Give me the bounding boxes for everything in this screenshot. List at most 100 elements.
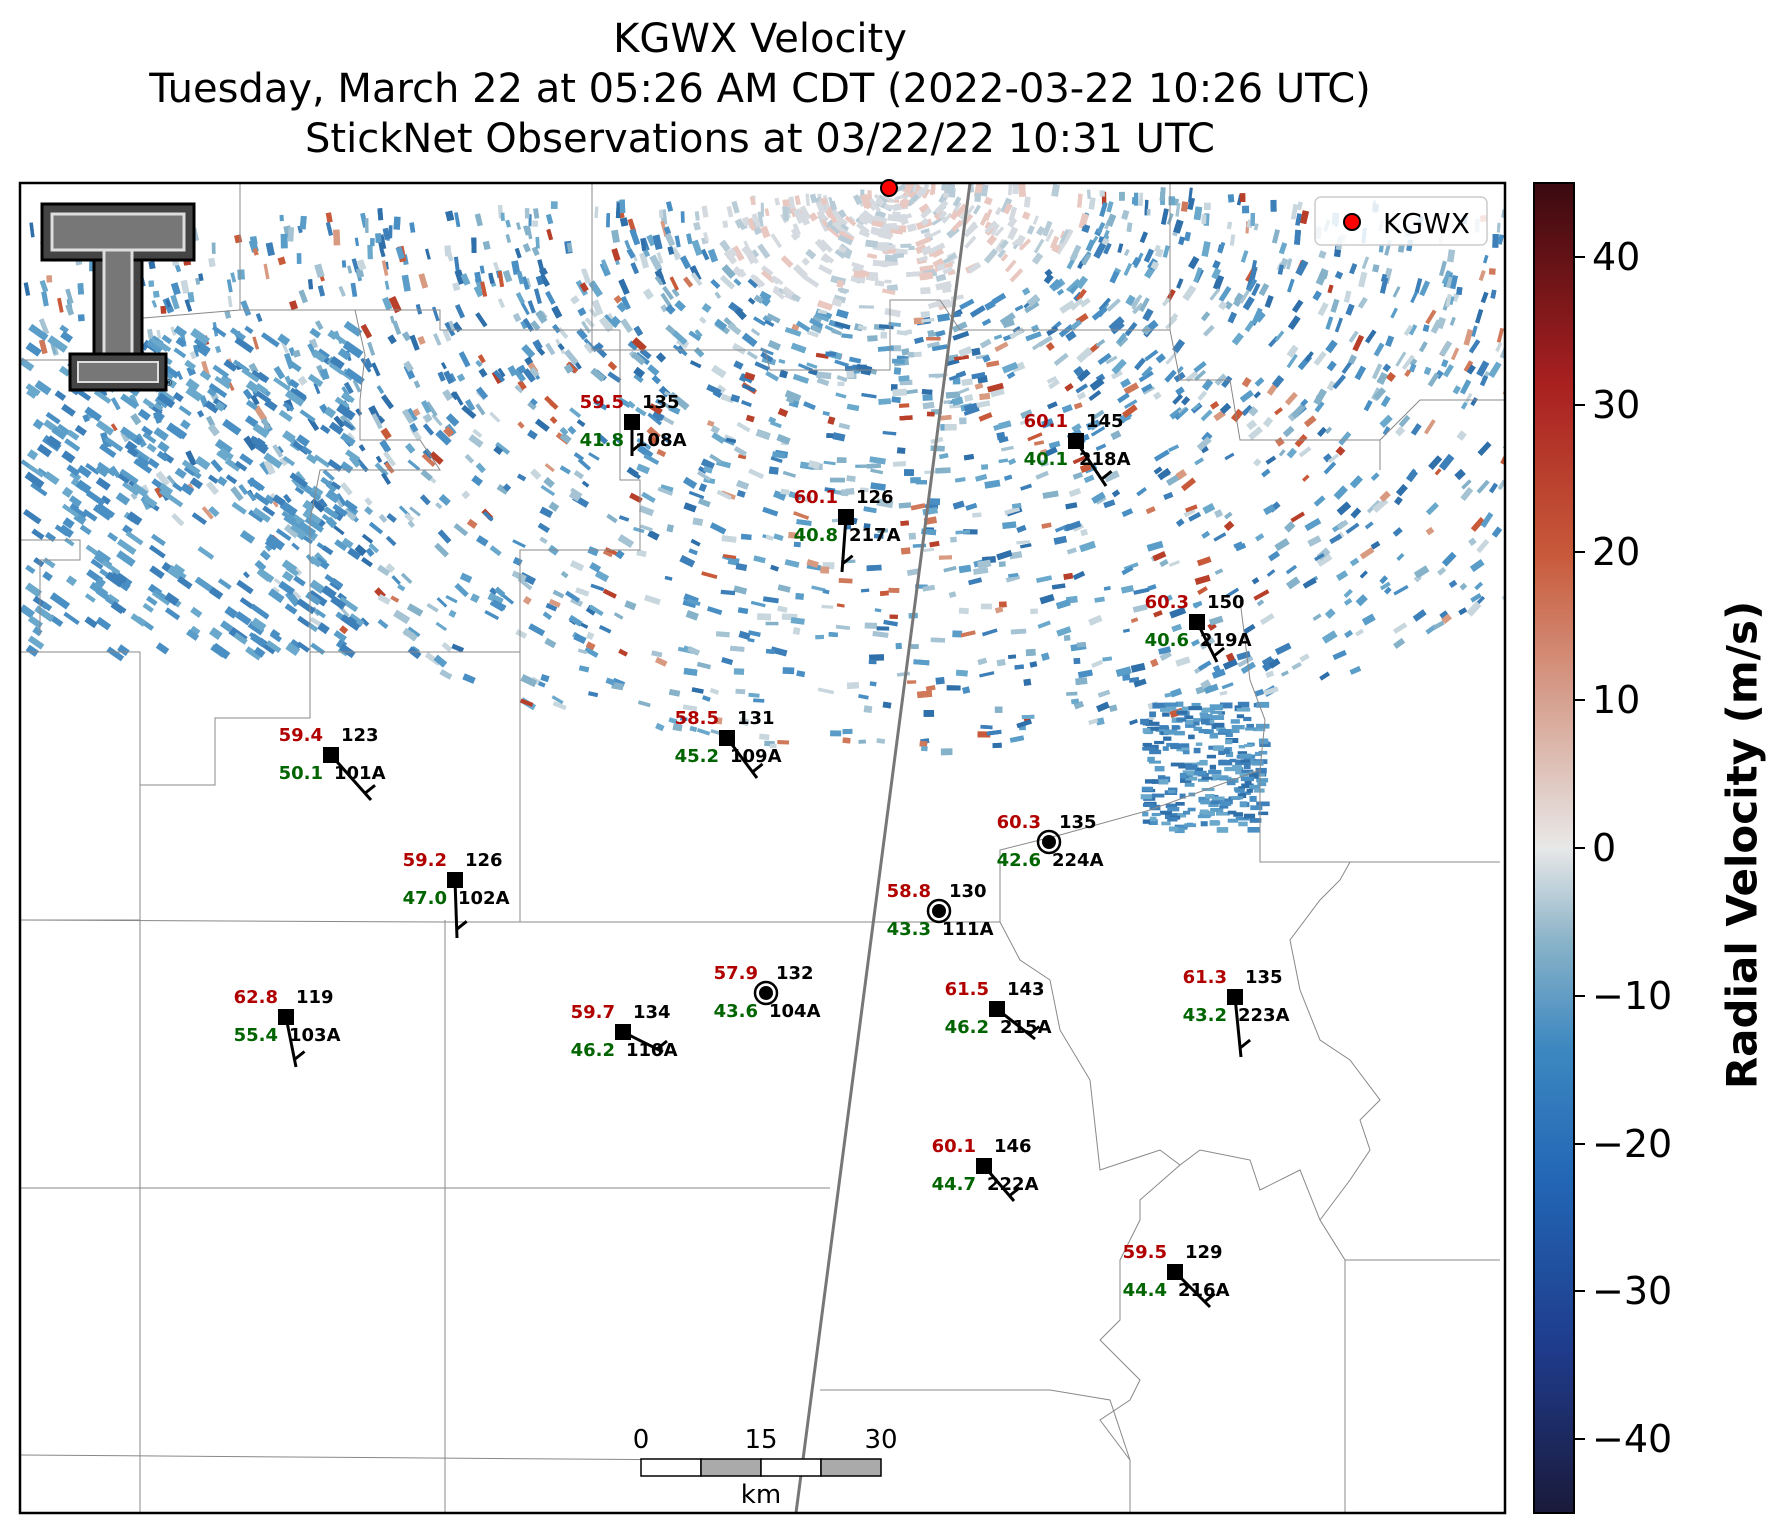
station-pressure: 119	[296, 987, 334, 1008]
station-id: 109A	[730, 746, 782, 767]
station-temperature: 57.9	[714, 963, 758, 984]
chart-subtitle-obs: StickNet Observations at 03/22/22 10:31 …	[305, 116, 1215, 162]
colorbar-tick-mark	[1575, 1438, 1585, 1441]
station-id: 218A	[1079, 449, 1131, 470]
station-marker-icon	[1227, 989, 1243, 1005]
colorbar-tick-label: −10	[1592, 973, 1673, 1018]
station-marker-icon	[1189, 614, 1205, 630]
station-pressure: 134	[633, 1002, 671, 1023]
station-temperature: 59.5	[1123, 1242, 1167, 1263]
station-plot: 59.4 123 50.1 101A	[279, 725, 386, 801]
station-temperature: 59.7	[571, 1002, 615, 1023]
wind-barb-flag-icon	[1239, 1038, 1252, 1050]
station-marker-icon	[1167, 1264, 1183, 1280]
station-marker-icon	[278, 1009, 294, 1025]
wind-barb-flag-icon	[1203, 1292, 1216, 1303]
colorbar-tick-mark	[1575, 847, 1585, 849]
station-id: 102A	[458, 888, 510, 909]
station-plot: 60.1 145 40.1 218A	[1024, 411, 1131, 487]
colorbar-label: Radial Velocity (m/s)	[1717, 600, 1767, 1090]
wind-barb-flag-icon	[293, 1050, 306, 1061]
station-plot: 58.8 130 43.3 111A	[887, 881, 994, 940]
station-dewpoint: 43.2	[1183, 1005, 1227, 1026]
colorbar-tick-label: −40	[1592, 1417, 1673, 1462]
scale-bar: 0 15 30 km	[633, 1425, 898, 1510]
station-dewpoint: 40.1	[1024, 449, 1068, 470]
station-marker-icon	[989, 1001, 1005, 1017]
station-dewpoint: 40.6	[1145, 630, 1189, 651]
colorbar-tick-mark	[1575, 255, 1585, 258]
station-pressure: 129	[1185, 1242, 1223, 1263]
wind-barb-flag-icon	[1028, 1025, 1041, 1036]
colorbar-tick-mark	[1575, 1142, 1585, 1145]
scale-tick-label: 15	[744, 1425, 777, 1455]
calm-wind-icon	[753, 980, 779, 1006]
colorbar-tick-label: 20	[1592, 530, 1641, 575]
station-temperature: 62.8	[234, 987, 278, 1008]
station-plot: 59.5 129 44.4 216A	[1123, 1242, 1230, 1309]
station-pressure: 126	[465, 850, 503, 871]
scale-unit-label: km	[741, 1480, 781, 1510]
station-id: 110A	[626, 1040, 678, 1061]
station-id: 108A	[635, 430, 687, 451]
station-id: 216A	[1178, 1280, 1230, 1301]
station-pressure: 145	[1086, 411, 1124, 432]
wind-barb-flag-icon	[751, 762, 764, 774]
station-dewpoint: 43.6	[714, 1001, 758, 1022]
colorbar	[1533, 182, 1575, 1514]
station-dewpoint: 46.2	[945, 1017, 989, 1038]
calm-wind-icon	[926, 898, 952, 924]
station-pressure: 130	[949, 881, 987, 902]
station-dewpoint: 47.0	[403, 888, 447, 909]
colorbar-tick-label: −30	[1592, 1269, 1673, 1314]
station-id: 215A	[1000, 1017, 1052, 1038]
station-pressure: 135	[1245, 967, 1283, 988]
station-marker-icon	[615, 1024, 631, 1040]
station-dewpoint: 50.1	[279, 763, 323, 784]
station-plot: 60.1 146 44.7 222A	[932, 1136, 1039, 1202]
wind-barb-flag-icon	[1213, 646, 1225, 658]
map-frame	[18, 181, 1507, 1515]
wind-barb-flag-icon	[1100, 470, 1113, 481]
station-temperature: 59.2	[403, 850, 447, 871]
station-plot: 60.1 126 40.8 217A	[794, 487, 901, 573]
legend-marker-icon	[1343, 213, 1361, 231]
station-marker-icon	[624, 414, 640, 430]
station-id: 111A	[942, 919, 994, 940]
station-marker-icon	[719, 730, 735, 746]
colorbar-tick-mark	[1575, 1290, 1585, 1293]
station-temperature: 61.3	[1183, 967, 1227, 988]
station-marker-icon	[447, 872, 463, 888]
colorbar-tick-mark	[1575, 551, 1585, 554]
svg-text:®: ®	[164, 379, 173, 389]
sticknet-stations: 59.5 135 41.8 108A 60.1 145 40.1 218A 60.1 126 40.…	[234, 392, 1290, 1309]
station-id: 222A	[987, 1174, 1039, 1195]
colorbar-tick-label: 30	[1592, 382, 1641, 427]
station-id: 223A	[1238, 1005, 1290, 1026]
velocity-echoes	[20, 183, 1505, 834]
station-dewpoint: 46.2	[571, 1040, 615, 1061]
station-temperature: 60.1	[932, 1136, 976, 1157]
station-temperature: 59.4	[279, 725, 323, 746]
station-pressure: 150	[1207, 592, 1245, 613]
station-temperature: 58.8	[887, 881, 931, 902]
station-id: 217A	[849, 525, 901, 546]
station-temperature: 60.3	[1145, 592, 1189, 613]
colorbar-tick-label: −20	[1592, 1121, 1673, 1166]
station-pressure: 132	[776, 963, 814, 984]
county-boundaries	[20, 183, 1505, 1513]
station-id: 224A	[1052, 850, 1104, 871]
station-plot: 61.5 143 46.2 215A	[945, 979, 1052, 1041]
colorbar-tick-label: 10	[1592, 678, 1641, 723]
station-marker-icon	[759, 986, 773, 1000]
station-temperature: 60.1	[794, 487, 838, 508]
colorbar-tick-label: 0	[1592, 826, 1617, 870]
station-plot: 61.3 135 43.2 223A	[1183, 967, 1290, 1058]
calm-wind-icon	[1036, 829, 1062, 855]
station-id: 104A	[769, 1001, 821, 1022]
station-dewpoint: 44.7	[932, 1174, 976, 1195]
station-plot: 59.2 126 47.0 102A	[403, 850, 510, 939]
station-pressure: 143	[1007, 979, 1045, 1000]
station-plot: 57.9 132 43.6 104A	[714, 963, 821, 1022]
